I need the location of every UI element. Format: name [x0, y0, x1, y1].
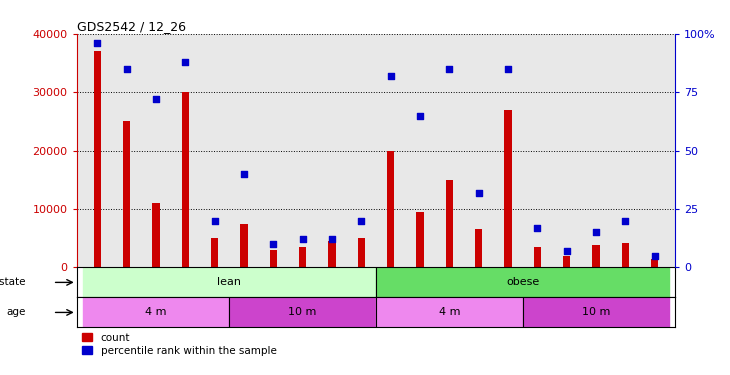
- Bar: [592, 245, 599, 267]
- Bar: [445, 180, 453, 267]
- Point: [267, 241, 279, 247]
- Bar: [563, 256, 570, 267]
- Point: [209, 217, 220, 223]
- Bar: [299, 247, 307, 267]
- Point: [180, 59, 191, 65]
- Text: age: age: [7, 308, 26, 317]
- Bar: [376, 297, 523, 327]
- Point: [238, 171, 250, 177]
- Bar: [211, 238, 218, 267]
- Bar: [229, 297, 376, 327]
- Point: [91, 40, 103, 46]
- Text: 10 m: 10 m: [582, 308, 610, 317]
- Text: obese: obese: [506, 278, 539, 287]
- Point: [561, 248, 572, 254]
- Point: [590, 230, 602, 236]
- Text: 10 m: 10 m: [288, 308, 317, 317]
- Bar: [504, 110, 512, 267]
- Point: [531, 225, 543, 231]
- Point: [443, 66, 455, 72]
- Text: disease state: disease state: [0, 278, 26, 287]
- Bar: [358, 238, 365, 267]
- Point: [414, 112, 426, 118]
- Point: [326, 236, 338, 242]
- Point: [356, 217, 367, 223]
- Text: 4 m: 4 m: [145, 308, 166, 317]
- Bar: [269, 250, 277, 267]
- Bar: [182, 92, 189, 267]
- Point: [150, 96, 162, 102]
- Bar: [475, 230, 483, 267]
- Bar: [622, 243, 629, 267]
- Point: [620, 217, 631, 223]
- Bar: [523, 297, 669, 327]
- Bar: [153, 203, 160, 267]
- Bar: [82, 267, 376, 297]
- Text: lean: lean: [218, 278, 241, 287]
- Point: [502, 66, 514, 72]
- Bar: [651, 259, 658, 267]
- Bar: [93, 51, 101, 267]
- Bar: [123, 122, 130, 267]
- Bar: [534, 247, 541, 267]
- Bar: [328, 241, 336, 267]
- Bar: [416, 212, 423, 267]
- Bar: [387, 150, 394, 267]
- Bar: [240, 224, 247, 267]
- Bar: [82, 297, 229, 327]
- Point: [473, 190, 485, 196]
- Legend: count, percentile rank within the sample: count, percentile rank within the sample: [82, 333, 277, 356]
- Point: [297, 236, 309, 242]
- Point: [649, 253, 661, 259]
- Bar: [376, 267, 669, 297]
- Point: [120, 66, 132, 72]
- Text: GDS2542 / 12_26: GDS2542 / 12_26: [77, 20, 185, 33]
- Text: 4 m: 4 m: [439, 308, 460, 317]
- Point: [385, 73, 396, 79]
